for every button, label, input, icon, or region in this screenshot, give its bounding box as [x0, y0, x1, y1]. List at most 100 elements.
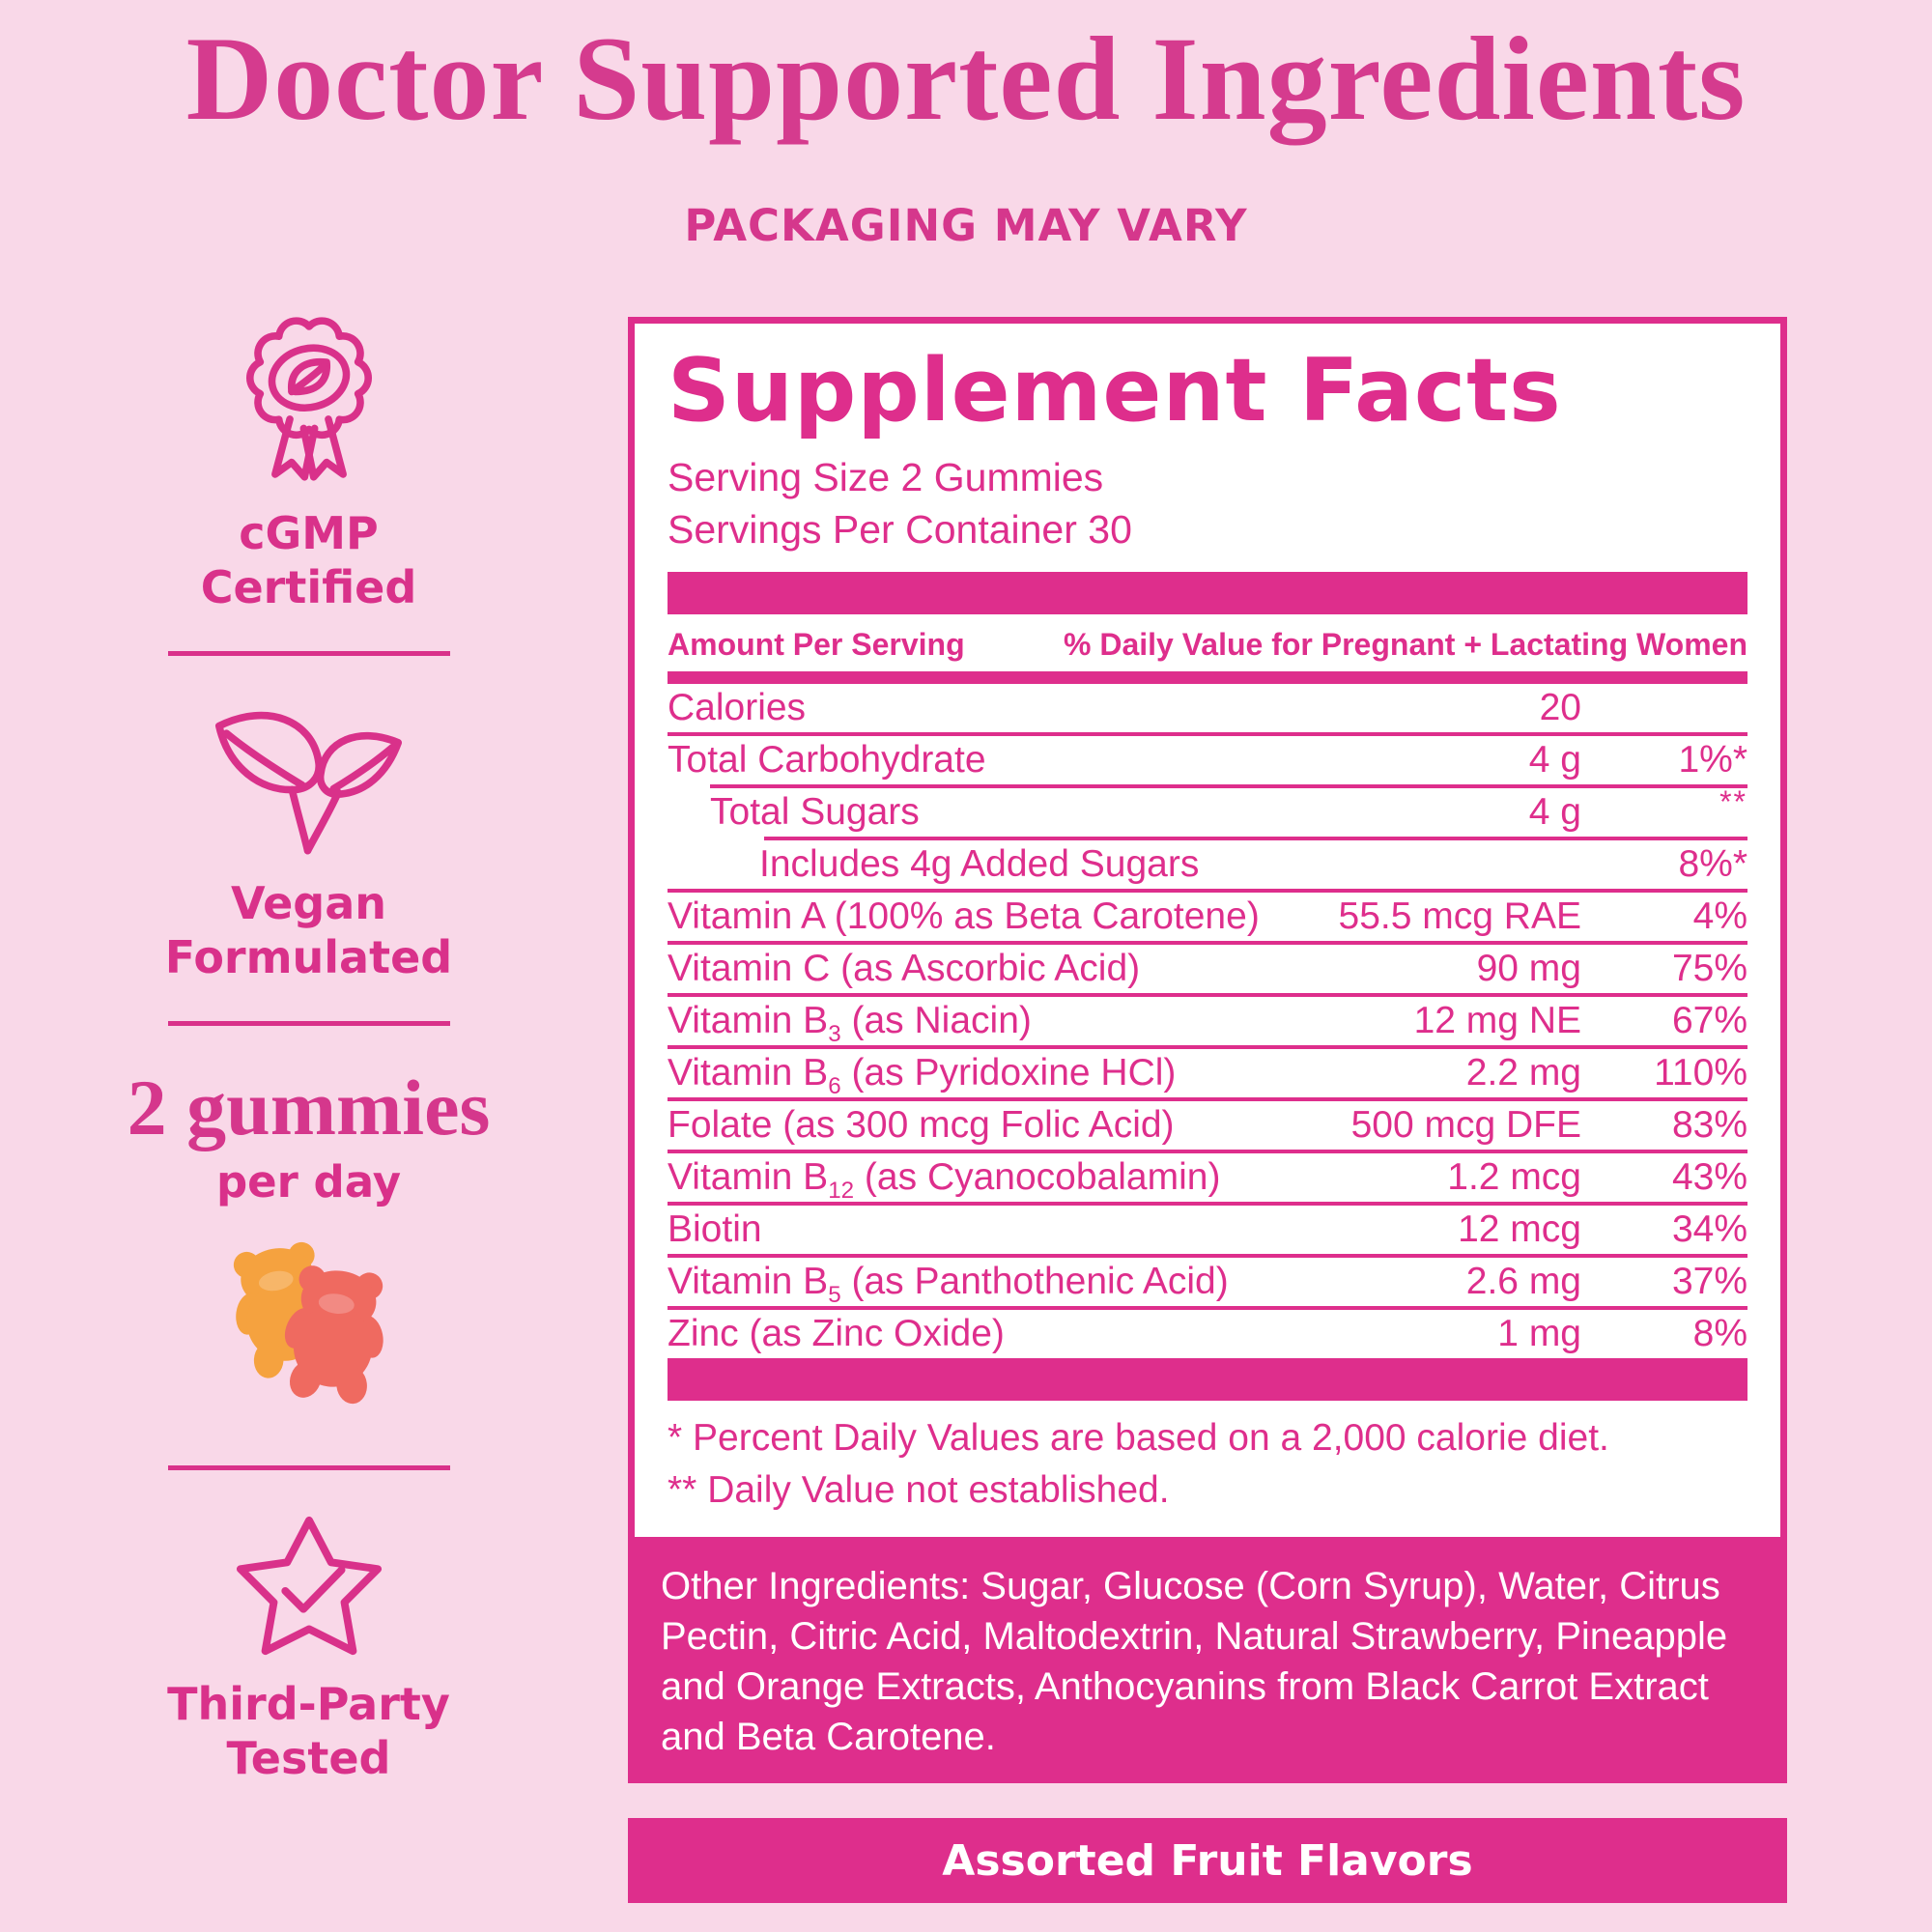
other-ingredients-box: Other Ingredients: Sugar, Glucose (Corn …	[628, 1544, 1787, 1784]
nutrient-daily-value: 4%	[1692, 895, 1747, 937]
nutrient-daily-value: 8%*	[1678, 842, 1747, 885]
row-separator	[668, 1096, 1747, 1101]
row-separator	[668, 731, 1747, 736]
footnote-not-established: ** Daily Value not established.	[668, 1468, 1170, 1511]
divider-bar-thick	[668, 571, 1747, 614]
nutrient-daily-value: 34%	[1671, 1208, 1747, 1250]
fact-row: Vitamin B12 (as Cyanocobalamin) 1.2 mcg 43…	[668, 1153, 1747, 1202]
nutrient-label: Vitamin C (as Ascorbic Acid)	[668, 947, 1141, 989]
vegan-formulated-label: Vegan Formulated	[164, 877, 453, 984]
star-check-icon	[236, 1516, 382, 1655]
sidebar-divider	[167, 651, 450, 657]
row-separator	[668, 888, 1747, 893]
divider-bar-medium	[668, 670, 1747, 684]
amount-per-serving-header: Amount Per Serving	[668, 626, 965, 662]
row-separator	[668, 1253, 1747, 1258]
divider-bar-thick	[668, 1357, 1747, 1401]
page-title: Doctor Supported Ingredients	[185, 13, 1747, 145]
nutrient-amount: 12 mg NE	[1413, 999, 1581, 1041]
nutrient-daily-value: 37%	[1671, 1260, 1747, 1302]
fact-row: Total Sugars 4 g **	[668, 784, 1747, 837]
nutrient-amount: 20	[1539, 686, 1581, 728]
nutrient-label: Zinc (as Zinc Oxide)	[668, 1312, 1005, 1354]
nutrient-label: Vitamin B6 (as Pyridoxine HCl)	[668, 1051, 1177, 1099]
nutrient-daily-value: 43%	[1671, 1155, 1747, 1198]
nutrient-label: Total Sugars	[710, 790, 920, 833]
supplement-facts-section: Supplement Facts Serving Size 2 Gummies …	[628, 317, 1787, 1904]
fact-row: Vitamin B5 (as Panthothenic Acid) 2.6 mg 3…	[668, 1258, 1747, 1306]
row-separator	[668, 1149, 1747, 1153]
other-ingredients-text: Other Ingredients: Sugar, Glucose (Corn …	[661, 1565, 1728, 1759]
nutrient-daily-value: 8%	[1692, 1312, 1747, 1354]
nutrient-amount: 2.6 mg	[1465, 1260, 1581, 1302]
nutrient-label: Folate (as 300 mcg Folic Acid)	[668, 1103, 1175, 1146]
fact-row: Calories 20	[668, 684, 1747, 732]
row-separator	[710, 783, 1747, 788]
dosage-subline: per day	[215, 1155, 402, 1208]
gummy-bears-image	[233, 1241, 384, 1404]
benefits-sidebar: cGMP Certified Vegan Formulated	[89, 307, 528, 1785]
nutrient-label: Includes 4g Added Sugars	[759, 842, 1200, 885]
nutrient-daily-value: 1%*	[1678, 738, 1747, 781]
sidebar-divider	[167, 1021, 450, 1027]
fact-row: Vitamin C (as Ascorbic Acid) 90 mg 75%	[668, 945, 1747, 993]
nutrient-label: Vitamin B12 (as Cyanocobalamin)	[668, 1155, 1221, 1204]
nutrient-amount: 2.2 mg	[1465, 1051, 1581, 1094]
nutrient-label: Vitamin B3 (as Niacin)	[668, 999, 1032, 1047]
third-party-tested-item: Third-Party Tested	[167, 1511, 450, 1785]
nutrient-amount: 55.5 mcg RAE	[1338, 895, 1581, 937]
rosette-leaf-badge-icon	[245, 317, 372, 481]
flavor-banner: Assorted Fruit Flavors	[628, 1818, 1787, 1904]
daily-value-header: % Daily Value for Pregnant + Lactating W…	[1063, 626, 1747, 662]
fact-row: Vitamin A (100% as Beta Carotene) 55.5 mc…	[668, 893, 1747, 941]
page-subtitle: PACKAGING MAY VARY	[684, 200, 1248, 251]
nutrient-label: Calories	[668, 686, 807, 728]
nutrient-amount: 500 mcg DFE	[1350, 1103, 1581, 1146]
third-party-tested-label: Third-Party Tested	[167, 1677, 450, 1784]
nutrient-label: Vitamin A (100% as Beta Carotene)	[668, 895, 1260, 937]
fact-row: Folate (as 300 mcg Folic Acid) 500 mcg DF…	[668, 1101, 1747, 1150]
fact-row: Vitamin B3 (as Niacin) 12 mg NE 67%	[668, 997, 1747, 1045]
nutrient-daily-value: 67%	[1671, 999, 1747, 1041]
nutrient-label: Total Carbohydrate	[668, 738, 986, 781]
nutrient-daily-value: 110%	[1654, 1051, 1747, 1094]
table-column-headers: Amount Per Serving % Daily Value for Pre…	[668, 614, 1747, 671]
nutrient-amount: 1.2 mcg	[1447, 1155, 1581, 1198]
nutrient-amount: 1 mg	[1497, 1312, 1581, 1354]
nutrient-daily-value: 75%	[1671, 947, 1747, 989]
nutrient-amount: 12 mcg	[1458, 1208, 1581, 1250]
dosage-headline: 2 gummies	[127, 1064, 491, 1152]
fact-row: Total Carbohydrate 4 g 1%*	[668, 736, 1747, 784]
dosage-item: 2 gummies per day	[127, 1064, 491, 1428]
row-separator	[668, 1044, 1747, 1049]
flavor-banner-text: Assorted Fruit Flavors	[942, 1835, 1473, 1886]
facts-table-body: Calories 20 Total Carbohydrate 4 g 1%* Total …	[668, 684, 1747, 1358]
fact-row: Biotin 12 mcg 34%	[668, 1206, 1747, 1254]
nutrient-amount: 4 g	[1528, 738, 1581, 781]
row-separator	[668, 992, 1747, 997]
cgmp-certified-item: cGMP Certified	[200, 307, 417, 614]
nutrient-amount: 4 g	[1528, 790, 1581, 833]
row-separator	[668, 1201, 1747, 1206]
row-separator	[668, 1305, 1747, 1310]
cgmp-certified-label: cGMP Certified	[200, 507, 417, 614]
supplement-facts-panel: Supplement Facts Serving Size 2 Gummies …	[628, 317, 1787, 1545]
red-gummy-bear	[284, 1264, 384, 1404]
row-separator	[668, 940, 1747, 945]
sidebar-divider	[167, 1464, 450, 1470]
nutrient-label: Biotin	[668, 1208, 762, 1250]
serving-size: Serving Size 2 Gummies	[668, 454, 1104, 499]
facts-title: Supplement Facts	[668, 340, 1562, 441]
fact-row: Zinc (as Zinc Oxide) 1 mg 8%	[668, 1310, 1747, 1358]
fact-row: Vitamin B6 (as Pyridoxine HCl) 2.2 mg 110%	[668, 1049, 1747, 1097]
footnote-daily-values: * Percent Daily Values are based on a 2,…	[668, 1416, 1609, 1459]
nutrient-label: Vitamin B5 (as Panthothenic Acid)	[668, 1260, 1229, 1308]
nutrient-amount: 90 mg	[1476, 947, 1581, 989]
row-separator	[764, 836, 1747, 840]
servings-per-container: Servings Per Container 30	[668, 507, 1132, 553]
vegan-formulated-item: Vegan Formulated	[165, 696, 452, 984]
fact-row: Includes 4g Added Sugars 8%*	[668, 840, 1747, 889]
nutrient-daily-value: 83%	[1671, 1103, 1747, 1146]
vegan-leaves-icon	[214, 711, 402, 855]
